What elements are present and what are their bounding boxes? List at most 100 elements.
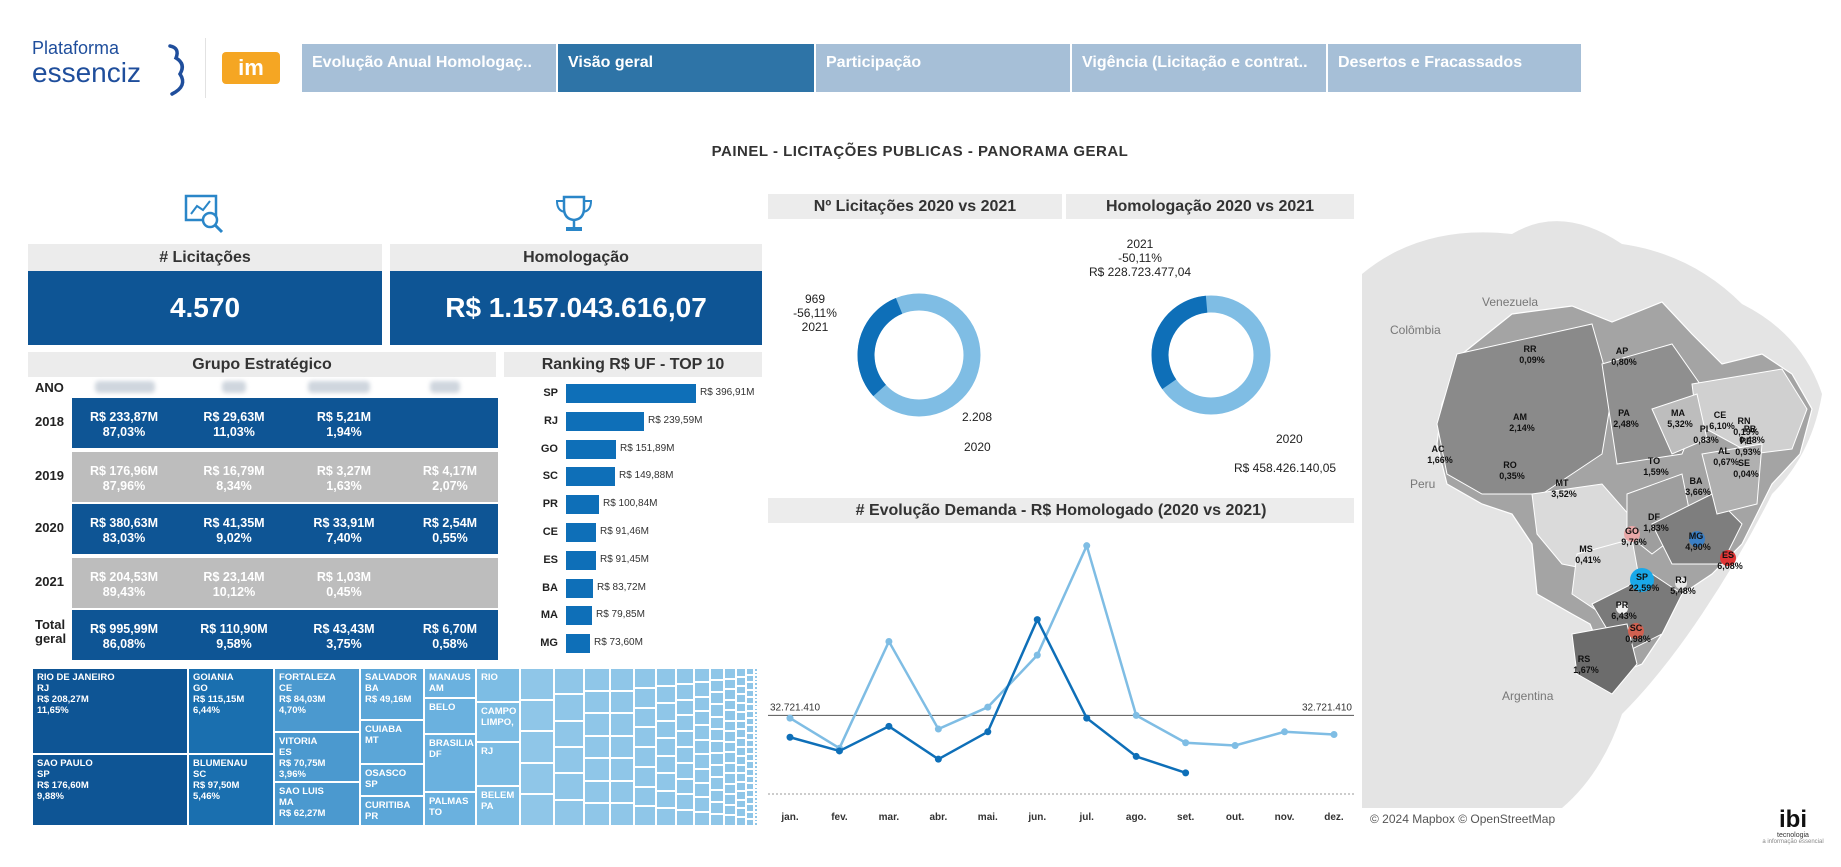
treemap-cell-small[interactable] <box>584 713 610 736</box>
treemap-cell-small[interactable] <box>746 797 754 805</box>
treemap-cell-small[interactable] <box>754 696 758 701</box>
treemap-cell-small[interactable] <box>746 732 754 740</box>
treemap-cell-small[interactable] <box>694 668 710 683</box>
treemap-cell-small[interactable] <box>634 727 656 747</box>
treemap-cell-small[interactable] <box>754 811 758 816</box>
treemap-cell-small[interactable] <box>746 761 754 769</box>
treemap-cell-small[interactable] <box>634 806 656 826</box>
treemap-cell-small[interactable] <box>634 687 656 708</box>
treemap-cell-small[interactable] <box>584 690 610 714</box>
treemap-cell-small[interactable] <box>736 676 746 686</box>
treemap-cell-small[interactable] <box>710 801 724 814</box>
treemap-cell-small[interactable] <box>754 700 758 704</box>
treemap-cell-small[interactable] <box>520 731 554 763</box>
treemap-cell-small[interactable] <box>610 780 634 804</box>
treemap-cell-small[interactable] <box>736 755 746 765</box>
treemap-cell-small[interactable] <box>736 703 746 712</box>
treemap-cell[interactable]: SAO LUIS MA R$ 62,27M <box>274 782 360 826</box>
grupo-table-row[interactable]: R$ 380,63M 83,03% R$ 41,35M 9,02% R$ 33,91M 7… <box>72 504 498 554</box>
treemap-cell-small[interactable] <box>520 668 554 700</box>
treemap-cell-small[interactable] <box>724 815 736 826</box>
treemap-cell-small[interactable] <box>746 818 754 826</box>
treemap-cell-small[interactable] <box>754 750 758 755</box>
treemap-cell-small[interactable] <box>754 768 758 773</box>
treemap-cell-small[interactable] <box>710 765 724 778</box>
treemap-cell-small[interactable] <box>554 747 584 774</box>
treemap-cell-small[interactable] <box>554 668 584 695</box>
treemap-cell[interactable]: MANAUS AM <box>424 668 476 698</box>
treemap-cell-small[interactable] <box>754 786 758 791</box>
treemap-cell-small[interactable] <box>754 689 758 694</box>
treemap-cell-small[interactable] <box>634 766 656 787</box>
series-line-light[interactable] <box>789 542 1335 751</box>
series-point-light[interactable] <box>1083 542 1091 550</box>
series-point-light[interactable] <box>1281 728 1289 736</box>
treemap-cell-small[interactable] <box>746 696 754 704</box>
series-point-light[interactable] <box>1033 651 1041 659</box>
treemap-cell-small[interactable] <box>746 790 754 798</box>
treemap-cell-small[interactable] <box>754 682 758 686</box>
treemap-cell-small[interactable] <box>724 762 736 774</box>
treemap-cell-small[interactable] <box>754 775 758 780</box>
treemap-cell-small[interactable] <box>754 725 758 730</box>
ranking-bar[interactable] <box>566 411 644 431</box>
treemap-cell-small[interactable] <box>736 782 746 791</box>
treemap-cell-small[interactable] <box>736 764 746 774</box>
treemap-cell-small[interactable] <box>736 668 746 677</box>
treemap-cell-small[interactable] <box>736 747 746 756</box>
treemap-cell-small[interactable] <box>656 773 676 791</box>
treemap-cell-small[interactable] <box>584 803 610 826</box>
treemap-cell-small[interactable] <box>754 721 758 726</box>
treemap-cell-small[interactable] <box>656 685 676 704</box>
treemap-cell-small[interactable] <box>656 703 676 721</box>
treemap-cell-small[interactable] <box>754 754 758 758</box>
treemap-cell[interactable]: BELEM PA <box>476 786 520 826</box>
treemap-cell-small[interactable] <box>656 808 676 826</box>
treemap-cell-small[interactable] <box>736 799 746 809</box>
treemap-cell[interactable]: GOIANIA GO R$ 115,15M 6,44% <box>188 668 274 754</box>
treemap-cell-small[interactable] <box>676 778 694 795</box>
es-marker[interactable] <box>1720 550 1736 566</box>
treemap-cell[interactable]: BELO <box>424 698 476 734</box>
treemap-cell[interactable]: RJ <box>476 742 520 786</box>
treemap-cell-small[interactable] <box>710 753 724 766</box>
treemap-cell-small[interactable] <box>736 685 746 695</box>
treemap-cell-small[interactable] <box>754 793 758 798</box>
series-point-dark[interactable] <box>786 733 794 741</box>
treemap-cell-small[interactable] <box>520 699 554 732</box>
series-point-dark[interactable] <box>984 728 992 736</box>
treemap-cell-small[interactable] <box>710 668 724 681</box>
treemap-cell-small[interactable] <box>710 813 724 826</box>
treemap-cell-small[interactable] <box>676 810 694 826</box>
treemap-cell-small[interactable] <box>754 757 758 762</box>
treemap-cell-small[interactable] <box>694 768 710 783</box>
treemap-cell-small[interactable] <box>754 782 758 787</box>
treemap-cell-small[interactable] <box>554 720 584 747</box>
series-point-light[interactable] <box>786 714 794 722</box>
ranking-bar[interactable] <box>566 495 599 515</box>
treemap-cell-small[interactable] <box>754 678 758 683</box>
treemap-cell-small[interactable] <box>754 779 758 783</box>
tab-visao-geral[interactable]: Visão geral <box>558 44 814 92</box>
donut-homologacao[interactable] <box>1140 284 1282 426</box>
treemap-cell-small[interactable] <box>736 711 746 721</box>
ranking-bar[interactable] <box>566 578 593 598</box>
treemap-cell[interactable]: CAMPO LIMPO, <box>476 702 520 742</box>
treemap-cell[interactable]: OSASCO SP <box>360 764 424 796</box>
treemap-cell-small[interactable] <box>746 747 754 755</box>
treemap-cell-small[interactable] <box>736 729 746 739</box>
treemap-cell[interactable]: RIO <box>476 668 520 702</box>
treemap-cell-small[interactable] <box>610 668 634 691</box>
treemap-cell[interactable]: RIO DE JANEIRO RJ R$ 208,27M 11,65% <box>32 668 188 754</box>
grupo-table-row[interactable]: R$ 204,53M 89,43% R$ 23,14M 10,12% R$ 1,03M 0… <box>72 558 498 608</box>
series-point-dark[interactable] <box>1182 769 1190 777</box>
kpi-homologacao-value[interactable]: R$ 1.157.043.616,07 <box>390 271 762 345</box>
treemap-cell[interactable]: VITORIA ES R$ 70,75M 3,96% <box>274 732 360 782</box>
treemap-cell-small[interactable] <box>710 716 724 729</box>
treemap-cell[interactable]: CUIABA MT <box>360 720 424 764</box>
treemap-cell-small[interactable] <box>634 747 656 767</box>
treemap-cell-small[interactable] <box>754 747 758 751</box>
series-point-light[interactable] <box>1182 739 1190 747</box>
grupo-table-row[interactable]: R$ 233,87M 87,03% R$ 29,63M 11,03% R$ 5,21M 1… <box>72 398 498 448</box>
treemap-cell-small[interactable] <box>736 773 746 783</box>
